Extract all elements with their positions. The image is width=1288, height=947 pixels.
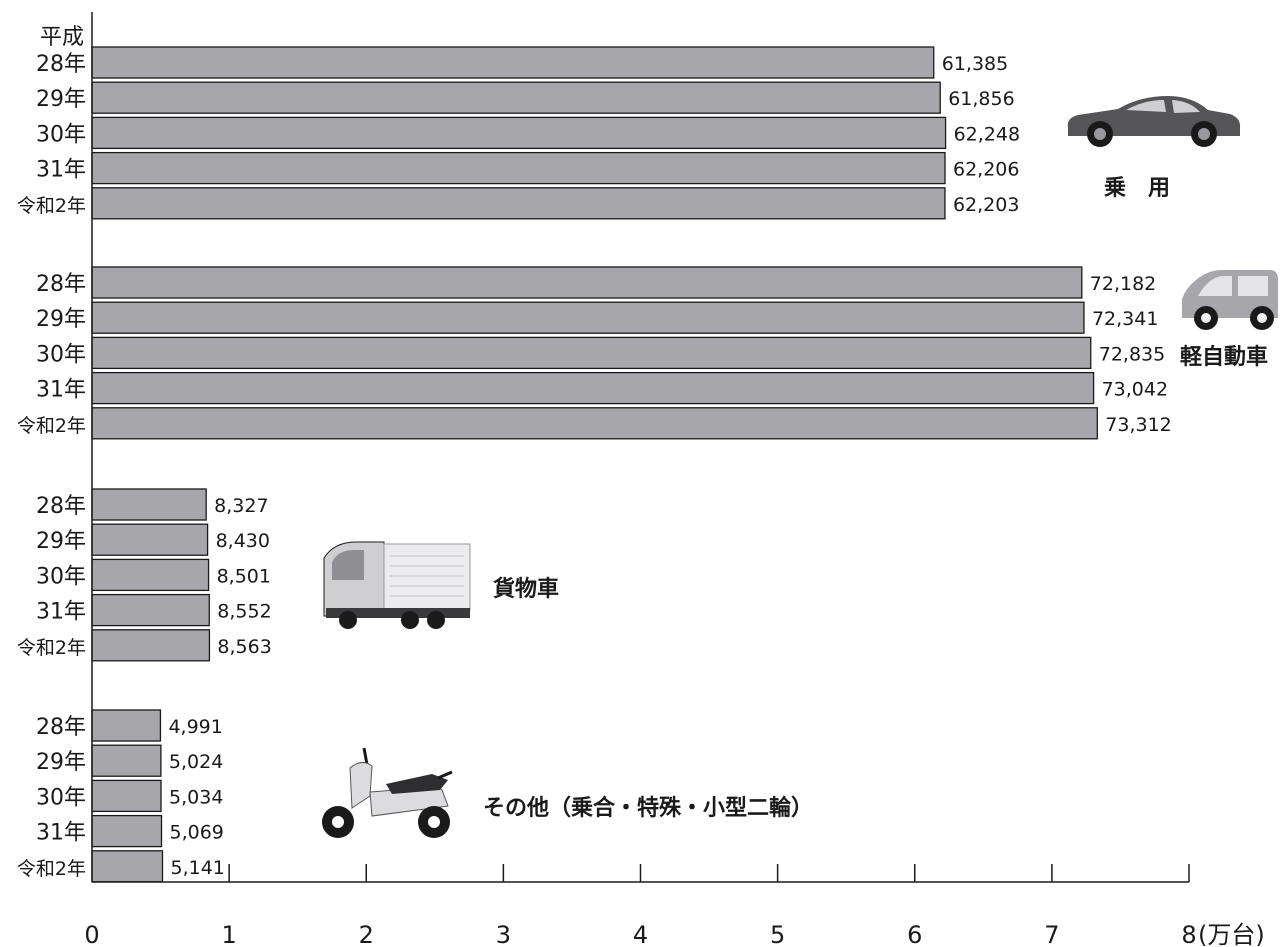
category-label-0-0: 28年 <box>36 52 86 77</box>
bar-2-3 <box>91 593 210 627</box>
category-label-3-1: 29年 <box>36 750 86 775</box>
x-tick-label-2: 2 <box>359 921 374 947</box>
bar-3-1 <box>91 744 162 777</box>
bar-2-2 <box>91 558 210 592</box>
value-label-1-4: 73,312 <box>1105 414 1171 436</box>
x-tick-label-8: 8 <box>1181 921 1196 947</box>
x-tick-label-3: 3 <box>496 921 511 947</box>
value-label-0-4: 62,203 <box>953 194 1019 216</box>
x-tick-label-0: 0 <box>84 921 99 947</box>
category-label-1-0: 28年 <box>36 272 86 297</box>
bar-0-3 <box>91 151 946 185</box>
value-label-1-0: 72,182 <box>1090 273 1156 295</box>
value-label-0-3: 62,206 <box>953 159 1019 181</box>
group-label-truck: 貨物車 <box>493 576 559 602</box>
sedan-car-icon <box>1067 96 1241 147</box>
category-label-0-3: 31年 <box>36 158 86 183</box>
value-label-2-3: 8,552 <box>217 601 271 623</box>
truck-icon <box>323 541 471 629</box>
category-label-1-3: 31年 <box>36 378 86 403</box>
category-label-2-1: 29年 <box>36 529 86 554</box>
value-label-2-4: 8,563 <box>217 636 271 658</box>
era-label: 平成 <box>40 25 84 50</box>
bar-1-2 <box>91 336 1092 370</box>
group-label-other: その他（乗合・特殊・小型二輪） <box>483 795 813 821</box>
value-label-3-1: 5,024 <box>169 751 223 773</box>
bar-0-1 <box>91 81 941 114</box>
category-label-2-3: 31年 <box>36 600 86 625</box>
category-label-1-4: 令和2年 <box>17 415 86 437</box>
value-label-1-3: 73,042 <box>1102 379 1168 401</box>
x-unit-label: (万台) <box>1198 921 1265 947</box>
category-label-2-4: 令和2年 <box>17 637 86 659</box>
category-label-0-2: 30年 <box>36 122 86 147</box>
bar-2-0 <box>91 488 207 521</box>
x-tick-label-1: 1 <box>221 921 236 947</box>
bar-1-0 <box>91 266 1083 299</box>
value-label-3-0: 4,991 <box>168 716 222 738</box>
bars-layer <box>91 46 1098 883</box>
x-tick-label-5: 5 <box>770 921 785 947</box>
bar-3-2 <box>91 779 162 813</box>
category-label-3-2: 30年 <box>36 785 86 810</box>
group-label-kei: 軽自動車 <box>1180 344 1268 370</box>
bar-2-4 <box>91 629 211 662</box>
bar-3-0 <box>91 709 162 742</box>
category-label-3-0: 28年 <box>36 715 86 740</box>
category-label-3-4: 令和2年 <box>17 858 86 880</box>
bar-2-1 <box>91 523 209 556</box>
labels-layer: 61,385 28年 61,856 29年 62,248 30年 62,206 31年 62,2… <box>17 52 1172 880</box>
category-label-0-4: 令和2年 <box>17 195 86 217</box>
x-tick-label-7: 7 <box>1044 921 1059 947</box>
bar-0-0 <box>91 46 935 79</box>
value-label-2-0: 8,327 <box>214 495 268 517</box>
category-label-0-1: 29年 <box>36 87 86 112</box>
value-label-0-2: 62,248 <box>954 123 1020 145</box>
category-label-3-3: 31年 <box>36 821 86 846</box>
bar-1-3 <box>91 371 1095 405</box>
category-label-2-0: 28年 <box>36 494 86 519</box>
bar-3-3 <box>91 814 163 848</box>
value-label-0-1: 61,856 <box>948 88 1014 110</box>
x-tick-label-6: 6 <box>907 921 922 947</box>
value-label-2-2: 8,501 <box>217 565 271 587</box>
value-label-1-1: 72,341 <box>1092 308 1158 330</box>
value-label-3-2: 5,034 <box>169 786 223 808</box>
category-label-1-1: 29年 <box>36 307 86 332</box>
bar-0-2 <box>91 116 947 150</box>
bar-0-4 <box>91 187 946 220</box>
x-tick-label-4: 4 <box>633 921 648 947</box>
category-label-2-2: 30年 <box>36 564 86 589</box>
value-label-0-0: 61,385 <box>942 53 1008 75</box>
bar-1-1 <box>91 301 1085 334</box>
x-ticks: 0 1 2 3 4 5 6 7 8 <box>84 864 1197 947</box>
value-label-3-4: 5,141 <box>170 857 224 879</box>
bar-3-4 <box>91 850 164 883</box>
value-label-2-1: 8,430 <box>216 530 270 552</box>
scooter-icon <box>322 747 453 838</box>
category-label-1-2: 30年 <box>36 342 86 367</box>
group-label-passenger: 乗 用 <box>1104 176 1170 201</box>
kei-car-icon <box>1182 270 1278 330</box>
value-label-1-2: 72,835 <box>1099 343 1165 365</box>
bar-1-4 <box>91 407 1098 440</box>
value-label-3-3: 5,069 <box>170 822 224 844</box>
